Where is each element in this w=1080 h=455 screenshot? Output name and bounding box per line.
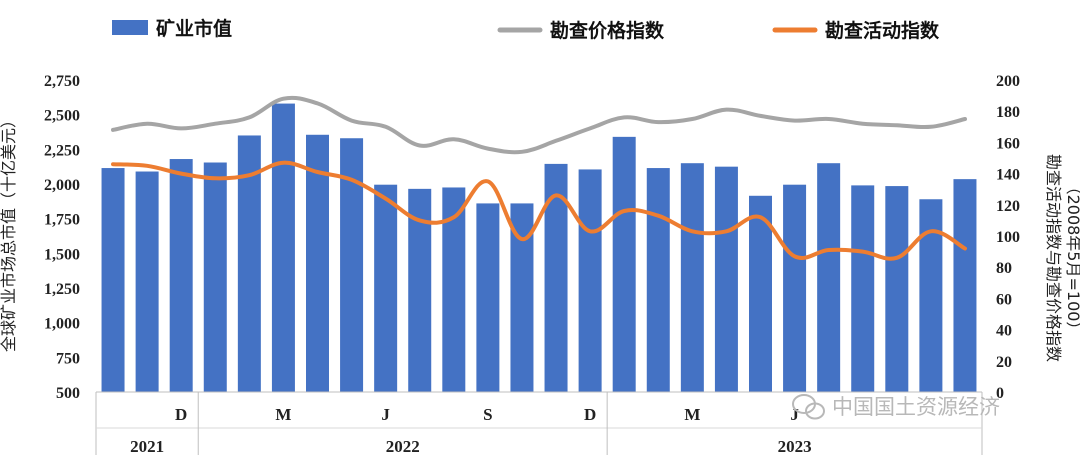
bar — [612, 136, 636, 392]
x-month-label: J — [381, 405, 390, 424]
bar — [646, 168, 670, 392]
left-tick-label: 500 — [56, 385, 80, 402]
legend-label-bar: 矿业市值 — [156, 17, 232, 40]
left-axis-ticks: 500 750 1,000 1,250 1,500 1,750 2,000 2,250 2,50… — [44, 73, 80, 402]
x-year-label: 2022 — [386, 437, 420, 455]
x-month-label: D — [175, 405, 187, 424]
x-axis: D M J S D M J 2021 2022 2023 — [95, 391, 983, 455]
x-month-label: M — [684, 405, 700, 424]
line-activity-index — [111, 160, 967, 261]
bar — [340, 138, 364, 392]
x-month-label: D — [584, 405, 596, 424]
right-axis-ticks: 0 20 40 60 80 100 120 140 160 180 200 — [996, 73, 1020, 402]
right-tick-label: 160 — [996, 135, 1020, 152]
bar — [544, 163, 568, 392]
bar — [885, 186, 909, 392]
right-tick-label: 40 — [996, 323, 1012, 340]
x-month-label: J — [790, 405, 799, 424]
bar — [237, 135, 261, 392]
bar — [817, 163, 841, 392]
bar — [783, 184, 807, 392]
right-tick-label: 180 — [996, 104, 1020, 121]
bar — [374, 184, 398, 392]
right-axis-title: 勘查活动指数与勘查价格指数 — [1044, 154, 1063, 362]
right-tick-label: 80 — [996, 260, 1012, 277]
bar — [169, 159, 193, 392]
wechat-icon — [792, 394, 825, 420]
left-tick-label: 2,500 — [44, 108, 80, 125]
bar — [101, 168, 125, 392]
bar — [510, 203, 534, 392]
right-tick-label: 0 — [996, 385, 1004, 402]
legend-swatch-bar — [112, 20, 148, 35]
bar — [714, 166, 738, 392]
left-tick-label: 2,000 — [44, 177, 80, 194]
bar — [851, 185, 875, 392]
right-tick-label: 100 — [996, 229, 1020, 246]
right-axis-subtitle: （2008年5月=100） — [1064, 179, 1080, 338]
legend-label-activity: 勘查活动指数 — [825, 19, 940, 42]
bar — [306, 134, 329, 393]
bar — [578, 169, 602, 392]
left-tick-label: 1,500 — [44, 246, 80, 263]
bar-series-market-value — [101, 103, 977, 393]
bar — [135, 171, 159, 392]
bar — [919, 199, 943, 392]
bar — [953, 179, 977, 392]
x-month-label: S — [483, 405, 492, 424]
bar — [271, 103, 295, 392]
watermark: 中国国土资源经济 — [792, 394, 1000, 420]
x-year-label: 2023 — [778, 437, 812, 455]
left-tick-label: 2,250 — [44, 142, 80, 159]
bar — [476, 203, 500, 392]
right-tick-label: 200 — [996, 73, 1020, 90]
x-month-label: M — [275, 405, 291, 424]
bar — [680, 163, 704, 392]
legend: 矿业市值 勘查价格指数 勘查活动指数 — [112, 17, 940, 42]
watermark-text: 中国国土资源经济 — [832, 395, 1000, 419]
left-tick-label: 1,250 — [44, 281, 80, 298]
right-tick-label: 60 — [996, 291, 1012, 308]
legend-label-price: 勘查价格指数 — [550, 19, 665, 42]
x-year-label: 2021 — [130, 437, 164, 455]
left-axis-title: 全球矿业市场总市值（十亿美元） — [0, 112, 18, 352]
right-tick-label: 20 — [996, 354, 1012, 371]
bar — [442, 187, 466, 392]
right-tick-label: 120 — [996, 198, 1020, 215]
left-tick-label: 1,000 — [44, 316, 80, 333]
right-tick-label: 140 — [996, 167, 1020, 184]
line-price-index — [111, 95, 967, 155]
left-tick-label: 2,750 — [44, 73, 80, 90]
line-series-group — [111, 95, 967, 261]
bar — [749, 195, 772, 392]
bar — [203, 162, 227, 392]
left-tick-label: 750 — [56, 350, 80, 367]
left-tick-label: 1,750 — [44, 212, 80, 229]
bar — [408, 188, 432, 392]
